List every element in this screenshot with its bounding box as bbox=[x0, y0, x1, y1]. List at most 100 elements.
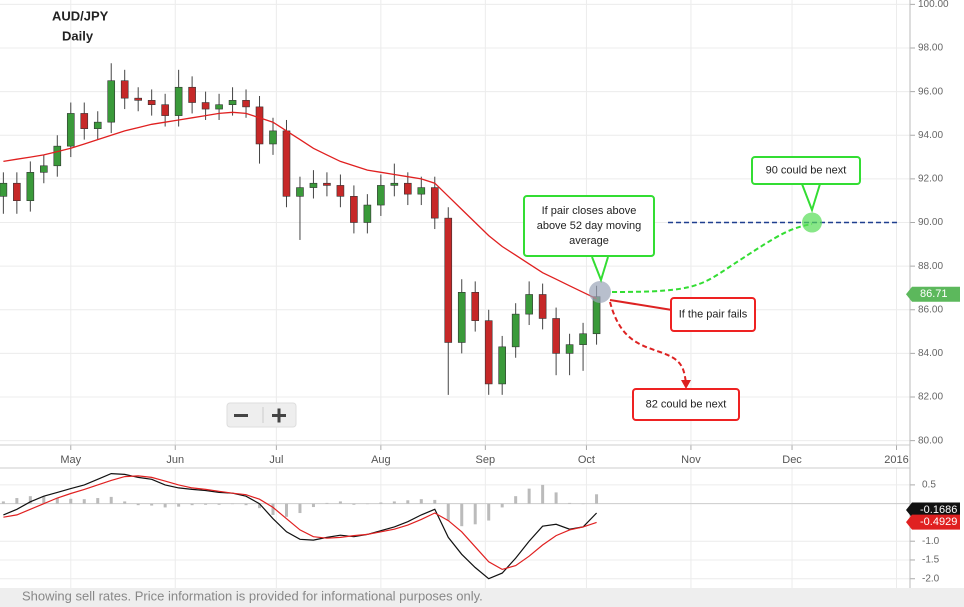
histogram-bar bbox=[150, 503, 154, 506]
candle-body bbox=[134, 97, 142, 101]
histogram-bar bbox=[217, 503, 221, 505]
candle-body bbox=[255, 106, 264, 145]
histogram-bar bbox=[123, 501, 127, 504]
callout-box bbox=[751, 156, 861, 185]
pointer bbox=[609, 299, 673, 311]
histogram-bar bbox=[28, 496, 32, 504]
callout-box bbox=[632, 388, 740, 421]
histogram-bar bbox=[338, 501, 342, 504]
candle-body bbox=[565, 344, 574, 354]
candle-body bbox=[336, 185, 345, 197]
pointer bbox=[591, 256, 609, 284]
candle-body bbox=[417, 187, 426, 195]
histogram-bar bbox=[231, 503, 235, 505]
histogram-bar bbox=[433, 499, 437, 504]
histogram-bar bbox=[204, 503, 208, 505]
callout-box bbox=[670, 297, 756, 332]
histogram-bar bbox=[136, 503, 140, 506]
candle-body bbox=[13, 182, 21, 201]
histogram-bar bbox=[177, 503, 181, 507]
callout-text: If pair closes above bbox=[542, 205, 637, 217]
y-tick-label: 90.00 bbox=[918, 217, 943, 228]
y-tick-label: 92.00 bbox=[918, 174, 943, 185]
y-tick-label: 88.00 bbox=[918, 261, 943, 272]
histogram-bar bbox=[460, 503, 464, 527]
histogram-bar bbox=[271, 503, 275, 515]
indicator-line bbox=[3, 475, 597, 571]
histogram-bar bbox=[96, 498, 100, 504]
candle-body bbox=[282, 130, 291, 197]
candle-body bbox=[26, 172, 35, 201]
candle-body bbox=[430, 187, 439, 219]
moving-average bbox=[3, 111, 597, 300]
callout-text: above 52 day moving bbox=[537, 220, 642, 232]
y-tick-label: 86.00 bbox=[918, 304, 943, 315]
x-tick-label: Aug bbox=[371, 454, 391, 466]
candle-body bbox=[323, 182, 331, 186]
candle-body bbox=[471, 292, 480, 321]
y-tick-label: -1.0 bbox=[922, 536, 940, 547]
callout-text: average bbox=[569, 235, 609, 247]
histogram-bar bbox=[55, 498, 59, 504]
histogram-bar bbox=[109, 496, 113, 504]
histogram-bar bbox=[352, 503, 356, 505]
candle-body bbox=[269, 130, 277, 145]
candle-body bbox=[40, 165, 48, 173]
footer-note: Showing sell rates. Price information is… bbox=[22, 588, 483, 603]
candle-body bbox=[390, 182, 399, 186]
y-tick-label: 80.00 bbox=[918, 435, 943, 446]
chart-subtitle: Daily bbox=[62, 28, 94, 43]
candle-body bbox=[404, 182, 412, 195]
x-tick-label: Dec bbox=[782, 454, 802, 466]
candle-body bbox=[107, 80, 116, 123]
candle-body bbox=[120, 80, 129, 99]
x-tick-label: May bbox=[60, 454, 81, 466]
y-tick-label: 100.00 bbox=[918, 0, 949, 10]
candle-body bbox=[498, 346, 506, 385]
indicator-last-tag: -0.4929 bbox=[920, 516, 957, 528]
histogram-bar bbox=[568, 502, 572, 504]
target-point bbox=[802, 212, 822, 233]
candle-body bbox=[66, 113, 75, 147]
histogram-bar bbox=[163, 503, 167, 508]
x-tick-label: Oct bbox=[578, 454, 595, 466]
histogram-bar bbox=[82, 499, 86, 504]
y-tick-label: 0.5 bbox=[922, 480, 936, 491]
histogram-bar bbox=[473, 503, 477, 525]
indicator-last-tag: -0.1686 bbox=[920, 504, 957, 516]
zoom-in[interactable] bbox=[272, 408, 286, 423]
candle-body bbox=[350, 196, 358, 223]
histogram-bar bbox=[298, 503, 302, 514]
candle-body bbox=[201, 102, 210, 110]
candle-body bbox=[161, 104, 169, 116]
histogram-bar bbox=[1, 501, 5, 504]
histogram-bar bbox=[379, 502, 383, 504]
histogram-bar bbox=[365, 503, 369, 505]
pointer bbox=[801, 183, 821, 214]
indicator-line bbox=[3, 472, 598, 580]
x-tick-label: Jul bbox=[269, 454, 283, 466]
zoom-out[interactable] bbox=[234, 414, 248, 417]
y-tick-label: 98.00 bbox=[918, 43, 943, 54]
candle-body bbox=[0, 182, 8, 197]
histogram-bar bbox=[419, 499, 423, 504]
x-tick-label: Jun bbox=[166, 454, 184, 466]
histogram-bar bbox=[541, 484, 545, 504]
bear-arrow bbox=[681, 380, 691, 389]
candle-body bbox=[511, 313, 520, 348]
candle-body bbox=[174, 86, 183, 116]
histogram-bar bbox=[325, 502, 329, 504]
y-tick-label: 84.00 bbox=[918, 348, 943, 359]
y-tick-label: -1.5 bbox=[922, 555, 940, 566]
chart-title: AUD/JPY bbox=[52, 8, 109, 23]
histogram-bar bbox=[244, 503, 248, 506]
candle-body bbox=[228, 100, 237, 106]
indicator-last-tag-box bbox=[906, 502, 960, 518]
callout-text: If the pair fails bbox=[679, 308, 748, 320]
callout-box bbox=[523, 195, 655, 257]
histogram-bar bbox=[527, 488, 531, 504]
candle-body bbox=[242, 100, 250, 108]
histogram-bar bbox=[392, 501, 396, 504]
